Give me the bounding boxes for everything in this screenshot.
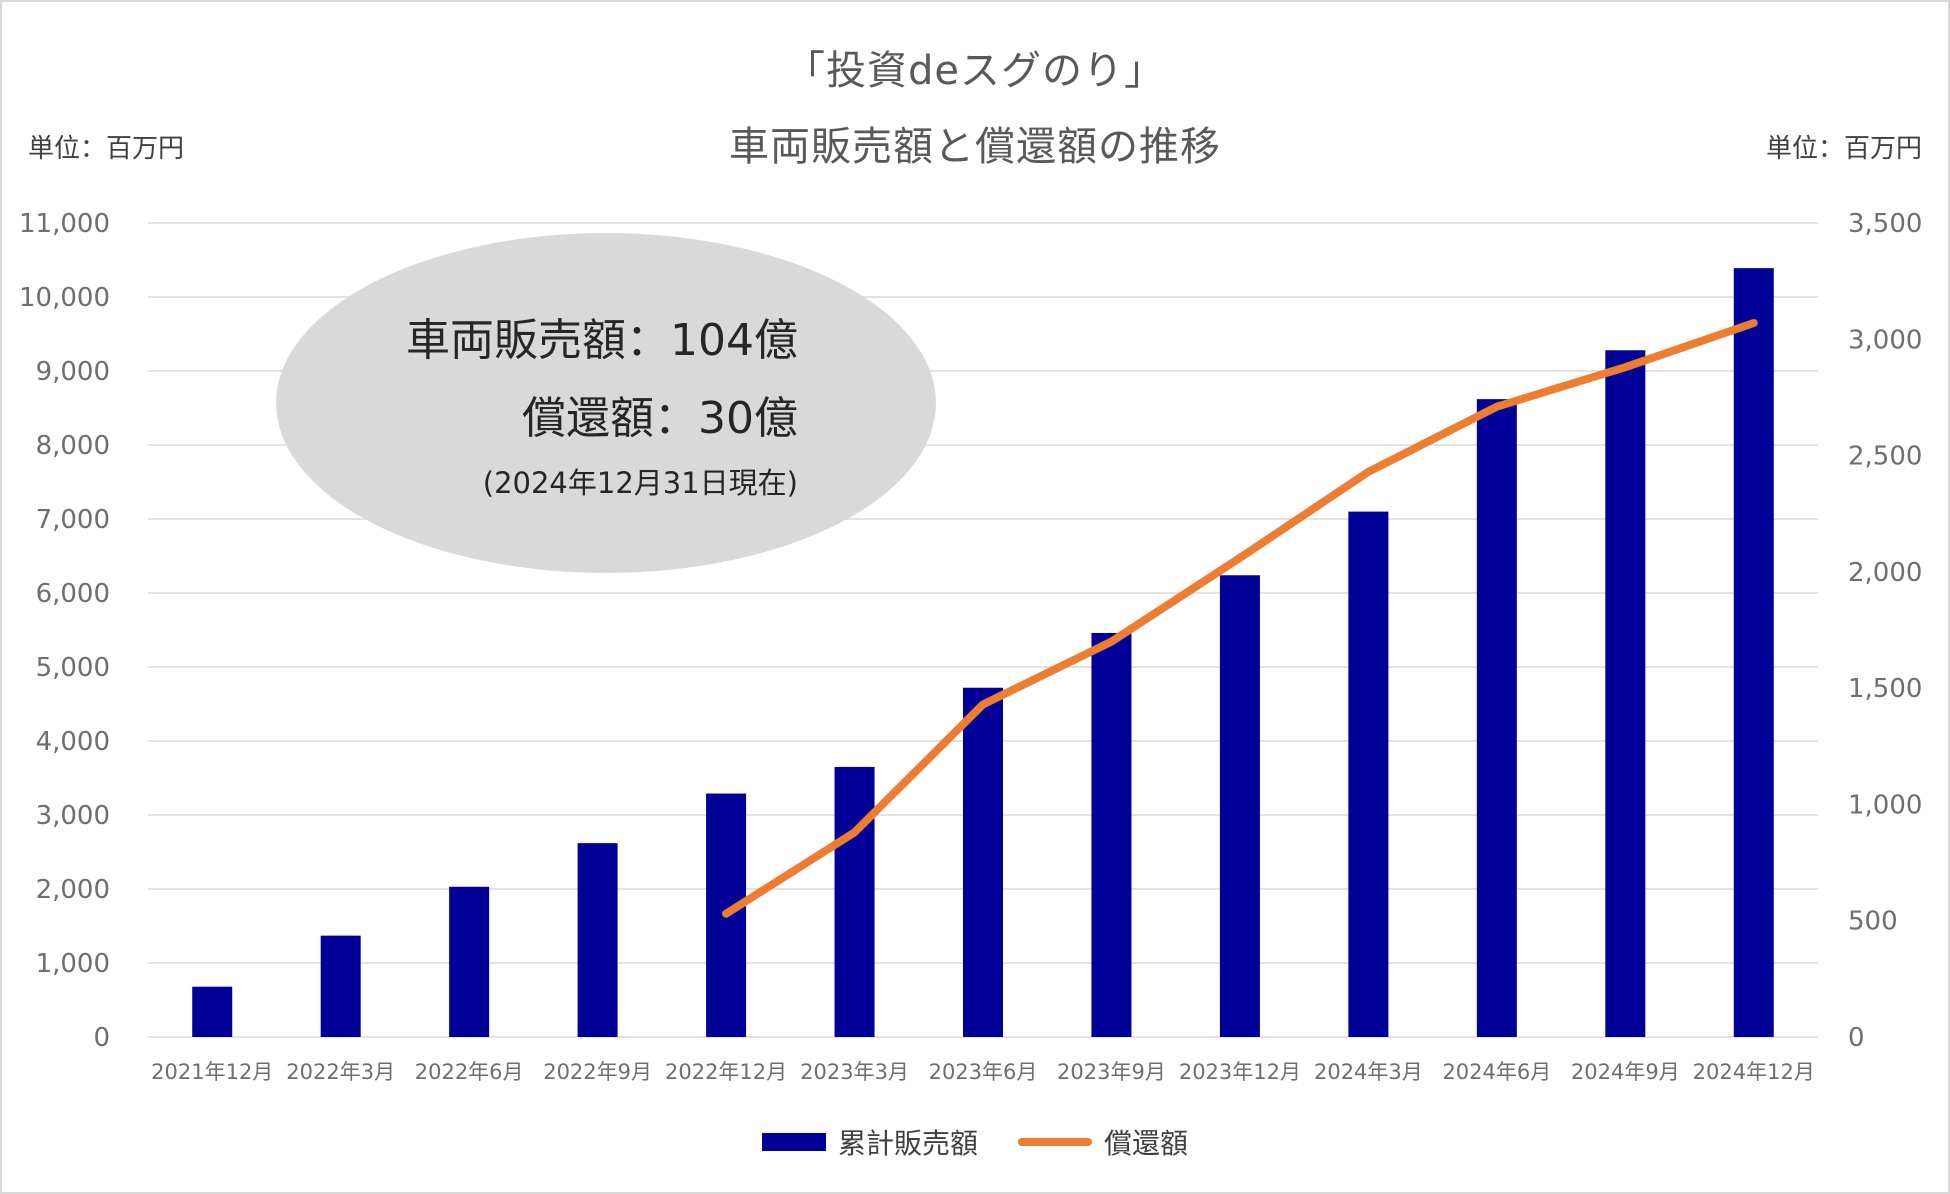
y-left-tick-label: 7,000 bbox=[36, 505, 110, 535]
line-point bbox=[725, 913, 727, 915]
bar bbox=[1733, 268, 1774, 1037]
x-tick-label: 2023年3月 bbox=[800, 1060, 909, 1084]
unit-label-right: 単位：百万円 bbox=[1765, 134, 1922, 164]
y-right-tick-label: 2,500 bbox=[1848, 442, 1922, 472]
bar bbox=[1605, 350, 1646, 1037]
y-left-tick-label: 1,000 bbox=[36, 949, 110, 979]
y-left-tick-label: 10,000 bbox=[19, 283, 110, 313]
line-point bbox=[982, 703, 984, 705]
y-left-tick-label: 11,000 bbox=[19, 209, 110, 239]
y-right-tick-label: 3,500 bbox=[1848, 209, 1922, 239]
legend-label-sales: 累計販売額 bbox=[837, 1127, 978, 1160]
line-point bbox=[1110, 641, 1112, 643]
y-right-tick-label: 1,500 bbox=[1848, 674, 1922, 704]
line-point bbox=[1753, 322, 1755, 324]
callout-ellipse bbox=[276, 233, 936, 573]
unit-label-left: 単位：百万円 bbox=[28, 134, 185, 164]
x-tick-label: 2024年12月 bbox=[1693, 1060, 1815, 1084]
chart-title: 「投資deスグのり」 bbox=[785, 48, 1165, 94]
y-left-tick-label: 3,000 bbox=[36, 801, 110, 831]
line-point bbox=[1496, 406, 1498, 408]
y-right-tick-label: 2,000 bbox=[1848, 558, 1922, 588]
line-series bbox=[722, 319, 1758, 918]
y-right-tick-label: 500 bbox=[1848, 907, 1898, 937]
bar bbox=[1219, 575, 1260, 1037]
line-point bbox=[1624, 366, 1626, 368]
legend-item-sales: 累計販売額 bbox=[761, 1122, 978, 1162]
y-axis-left-ticks: 0 1,000 2,000 3,000 4,000 5,000 6,000 7,000 8,00… bbox=[19, 209, 110, 1053]
chart-subtitle: 車両販売額と償還額の推移 bbox=[729, 124, 1221, 170]
x-tick-label: 2022年6月 bbox=[415, 1060, 524, 1084]
bar bbox=[1091, 632, 1132, 1037]
bar bbox=[1348, 511, 1389, 1038]
x-tick-label: 2022年3月 bbox=[286, 1060, 395, 1084]
x-tick-label: 2022年12月 bbox=[665, 1060, 787, 1084]
x-tick-label: 2022年9月 bbox=[543, 1060, 652, 1084]
x-tick-label: 2024年3月 bbox=[1314, 1060, 1423, 1084]
legend-item-redemption: 償還額 bbox=[1018, 1122, 1188, 1162]
bar bbox=[449, 886, 490, 1037]
x-tick-label: 2023年12月 bbox=[1179, 1060, 1301, 1084]
x-tick-label: 2024年9月 bbox=[1571, 1060, 1680, 1084]
callout-redemption-total: 償還額：30億 bbox=[522, 393, 798, 444]
y-left-tick-label: 8,000 bbox=[36, 431, 110, 461]
y-right-tick-label: 1,000 bbox=[1848, 790, 1922, 820]
legend-bar-swatch bbox=[761, 1133, 826, 1151]
y-left-tick-label: 2,000 bbox=[36, 875, 110, 905]
x-axis-ticks: 2021年12月 2022年3月 2022年6月 2022年9月 2022年12月 202… bbox=[151, 1060, 1815, 1084]
bar bbox=[1476, 399, 1517, 1037]
x-tick-label: 2023年9月 bbox=[1057, 1060, 1166, 1084]
y-right-tick-label: 3,000 bbox=[1848, 325, 1922, 355]
bar bbox=[834, 766, 875, 1037]
line-point bbox=[1239, 557, 1241, 559]
y-left-tick-label: 0 bbox=[93, 1023, 110, 1053]
x-tick-label: 2023年6月 bbox=[929, 1060, 1038, 1084]
bar bbox=[963, 687, 1003, 1037]
callout-as-of-date: (2024年12月31日現在) bbox=[482, 466, 798, 500]
line-point bbox=[854, 831, 856, 833]
y-left-tick-label: 6,000 bbox=[36, 579, 110, 609]
legend-label-redemption: 償還額 bbox=[1104, 1127, 1189, 1160]
bar bbox=[577, 843, 618, 1037]
line-point bbox=[1367, 471, 1369, 473]
bar bbox=[320, 935, 361, 1037]
callout-sales-total: 車両販売額：104億 bbox=[406, 315, 798, 366]
bar-series bbox=[192, 268, 1774, 1038]
y-left-tick-label: 4,000 bbox=[36, 727, 110, 757]
y-right-tick-label: 0 bbox=[1848, 1023, 1865, 1053]
y-left-tick-label: 9,000 bbox=[36, 357, 110, 387]
x-tick-label: 2024年6月 bbox=[1442, 1060, 1551, 1084]
x-tick-label: 2021年12月 bbox=[151, 1060, 273, 1084]
y-left-tick-label: 5,000 bbox=[36, 653, 110, 683]
y-axis-right-ticks: 0 500 1,000 1,500 2,000 2,500 3,000 3,500 bbox=[1848, 209, 1922, 1053]
legend: 累計販売額 償還額 bbox=[0, 1122, 1950, 1162]
legend-line-swatch bbox=[1018, 1138, 1092, 1146]
bar bbox=[192, 986, 233, 1037]
